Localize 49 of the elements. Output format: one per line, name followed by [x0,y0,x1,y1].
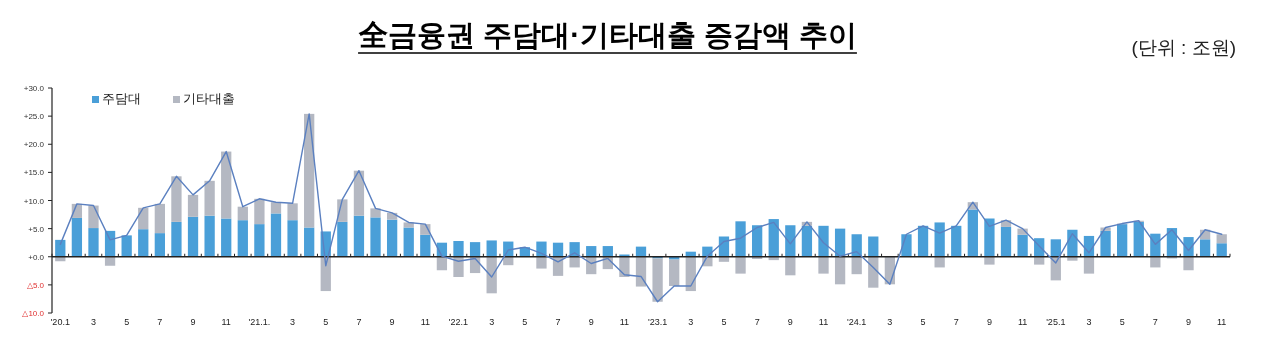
x-tick-label: 5 [323,317,329,327]
x-tick-label: 3 [1086,317,1092,327]
x-tick-label: '25.1 [1046,317,1066,327]
x-tick-label: 5 [124,317,130,327]
chart-title: 全금융권 주담대·기타대출 증감액 추이 [358,19,857,51]
x-tick-label: 3 [887,317,893,327]
x-tick-label: 11 [221,317,231,327]
x-tick-label: '24.1 [847,317,867,327]
x-tick-label: '23.1 [647,317,668,327]
x-tick-label: 7 [953,317,959,327]
y-tick-label: △10.0 [22,309,45,318]
legend-label: 기타대출 [183,91,235,106]
x-tick-label: 3 [90,317,96,327]
x-tick-label: 9 [389,317,395,327]
x-tick-label: 7 [356,317,362,327]
y-tick-label: +10.0 [23,196,45,206]
x-tick-label: 3 [290,317,296,327]
y-tick-label: +20.0 [23,140,45,150]
x-tick-label: 9 [787,317,793,327]
x-tick-label: 11 [1017,317,1028,327]
x-tick-label: 9 [1186,317,1192,327]
x-tick-label: 7 [157,317,163,327]
x-tick-label: 5 [721,317,727,327]
y-tick-label: +0.0 [28,252,45,262]
x-tick-label: 5 [920,317,926,327]
x-tick-label: 7 [555,317,561,327]
x-tick-label: 11 [1217,317,1227,327]
y-tick-label: +5.0 [28,224,45,234]
x-tick-label: 5 [522,317,528,327]
y-tick-label: +15.0 [23,168,45,178]
y-tick-label: +25.0 [23,112,45,122]
x-tick-label: 3 [489,317,495,327]
x-tick-label: 11 [818,317,829,327]
x-tick-label: '22.1 [448,317,469,327]
x-tick-label: 7 [1152,317,1158,327]
legend-label: 주담대 [102,91,141,106]
x-tick-label: 5 [1119,317,1125,327]
x-tick-label: 3 [688,317,694,327]
x-tick-label: 9 [190,317,196,327]
x-tick-label: 9 [986,317,992,327]
y-tick-label: △5.0 [26,280,45,290]
x-tick-label: 11 [619,317,630,327]
text: (단위 : 조원) [1131,37,1236,58]
x-tick-label: 11 [420,317,430,327]
x-tick-label: 9 [588,317,594,327]
x-tick-label: '20.1 [50,317,70,327]
x-tick-label: '21.1. [248,317,271,327]
x-tick-label: 7 [754,317,760,327]
y-tick-label: +30.0 [23,84,45,93]
